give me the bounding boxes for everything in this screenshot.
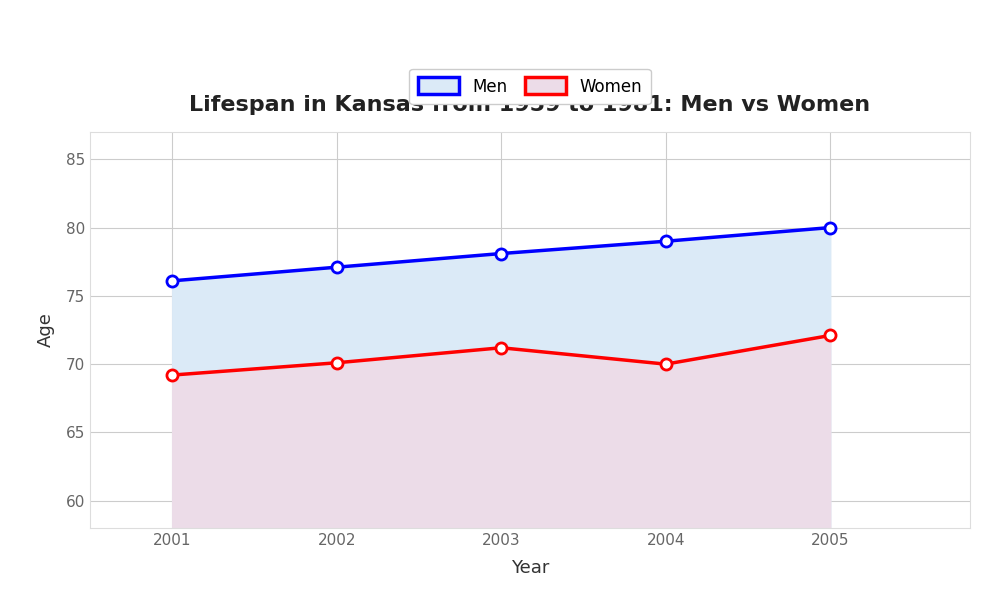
Y-axis label: Age: Age bbox=[37, 313, 55, 347]
Title: Lifespan in Kansas from 1959 to 1981: Men vs Women: Lifespan in Kansas from 1959 to 1981: Me… bbox=[189, 95, 871, 115]
Legend: Men, Women: Men, Women bbox=[409, 69, 651, 104]
X-axis label: Year: Year bbox=[511, 559, 549, 577]
